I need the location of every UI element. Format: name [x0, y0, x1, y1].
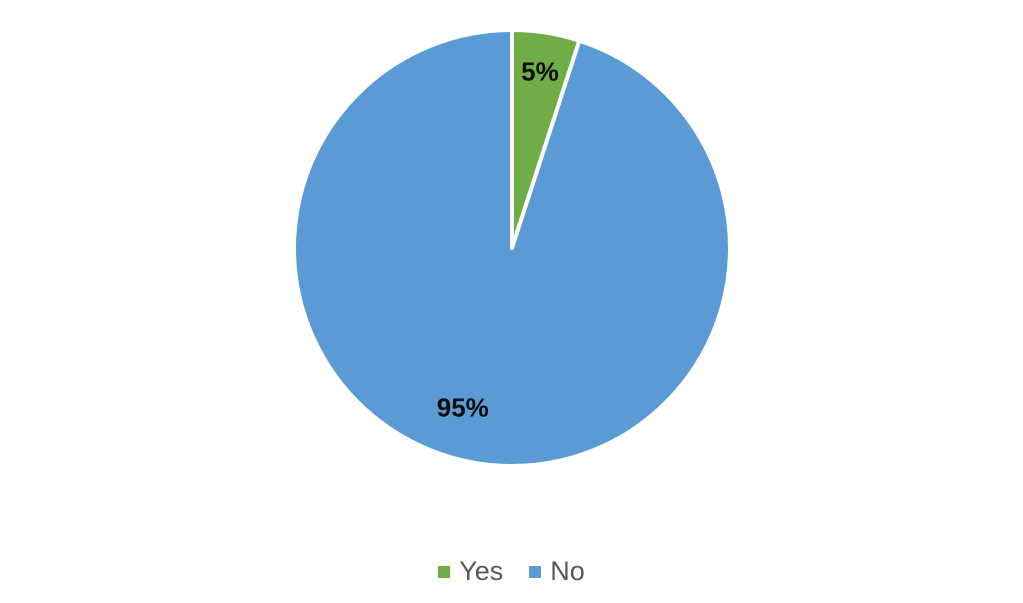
- chart-legend: Yes No: [0, 558, 1023, 585]
- legend-item-yes[interactable]: Yes: [438, 558, 503, 585]
- pie-slice-no[interactable]: [292, 28, 732, 468]
- pie-svg: 5% 95%: [292, 28, 732, 468]
- legend-item-no[interactable]: No: [529, 558, 585, 585]
- data-label-yes: 5%: [521, 56, 559, 86]
- legend-swatch-icon: [438, 565, 451, 578]
- legend-swatch-icon: [529, 565, 542, 578]
- legend-label: No: [550, 556, 585, 586]
- legend-label: Yes: [459, 556, 504, 586]
- plot-area: 5% 95%: [292, 28, 732, 468]
- data-label-no: 95%: [437, 392, 489, 422]
